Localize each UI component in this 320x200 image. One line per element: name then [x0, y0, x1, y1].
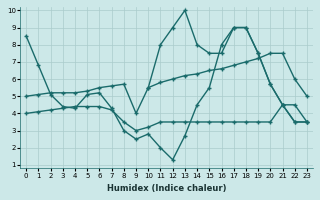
X-axis label: Humidex (Indice chaleur): Humidex (Indice chaleur) [107, 184, 226, 193]
